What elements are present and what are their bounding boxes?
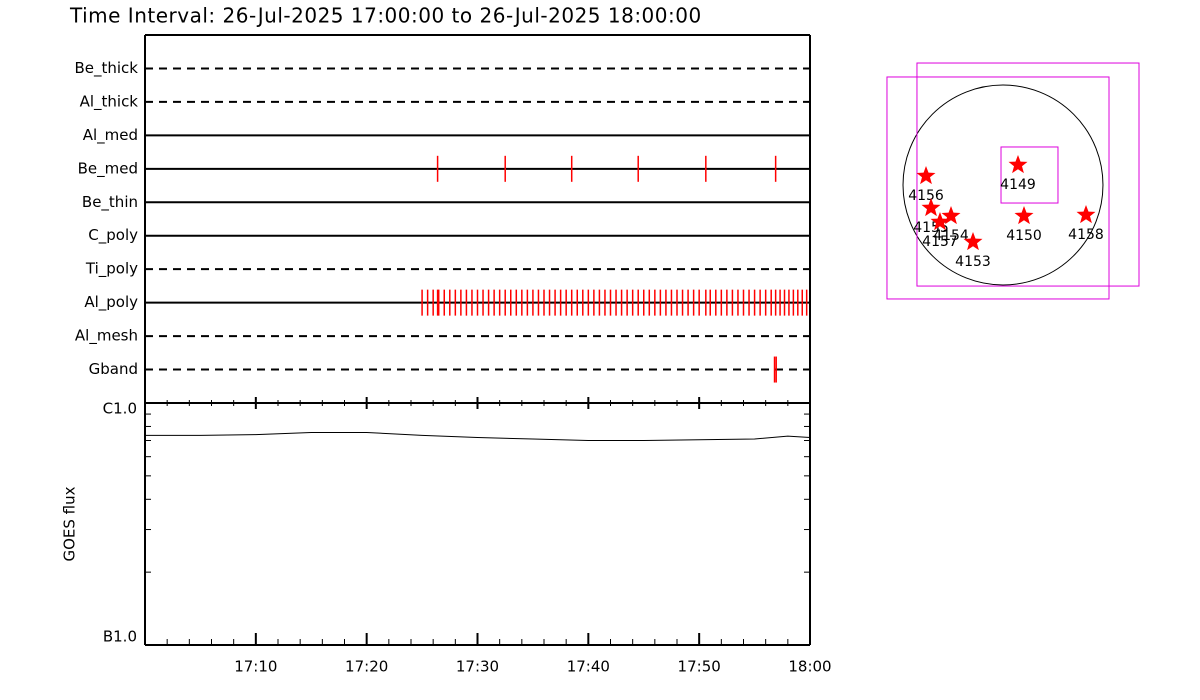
x-tick-label: 18:00 [788, 658, 831, 676]
row-label: Al_poly [84, 293, 138, 312]
region-label: 4157 [922, 234, 958, 250]
region-star [941, 206, 961, 225]
row-label: Al_mesh [75, 327, 138, 346]
region-label: 4150 [1006, 228, 1042, 244]
region-label: 4149 [1000, 177, 1036, 193]
chart-title: Time Interval: 26-Jul-2025 17:00:00 to 2… [69, 4, 702, 28]
region-label: 4154 [933, 228, 969, 244]
y-tick-label: B1.0 [103, 628, 137, 646]
x-tick-label: 17:10 [234, 658, 277, 676]
row-label: Al_thick [80, 92, 139, 111]
row-label: Be_thick [74, 59, 138, 78]
row-label: Be_thin [82, 193, 138, 212]
fov-box [1000, 146, 1059, 204]
region-label: 4156 [908, 188, 944, 204]
x-tick-label: 17:30 [456, 658, 499, 676]
region-label: 4153 [955, 254, 991, 270]
region-star [916, 166, 936, 185]
y-axis-label: GOES flux [61, 486, 79, 561]
region-star [1076, 205, 1096, 224]
solar-disk [902, 84, 1104, 286]
fov-box [886, 76, 1110, 300]
row-label: Al_med [83, 126, 138, 145]
region-star [921, 198, 941, 217]
fov-box [916, 62, 1140, 287]
row-label: C_poly [88, 226, 138, 245]
row-label: Gband [89, 360, 138, 378]
x-tick-label: 17:50 [678, 658, 721, 676]
y-tick-label: C1.0 [103, 400, 137, 418]
region-label: 4158 [1068, 227, 1104, 243]
x-tick-label: 17:40 [567, 658, 610, 676]
row-label: Ti_poly [85, 260, 138, 279]
region-star [1008, 155, 1028, 174]
x-tick-label: 17:20 [345, 658, 388, 676]
row-label: Be_med [78, 159, 138, 178]
region-star [930, 212, 950, 231]
flux-line [145, 432, 811, 441]
region-star [963, 232, 983, 251]
region-star [1014, 206, 1034, 225]
